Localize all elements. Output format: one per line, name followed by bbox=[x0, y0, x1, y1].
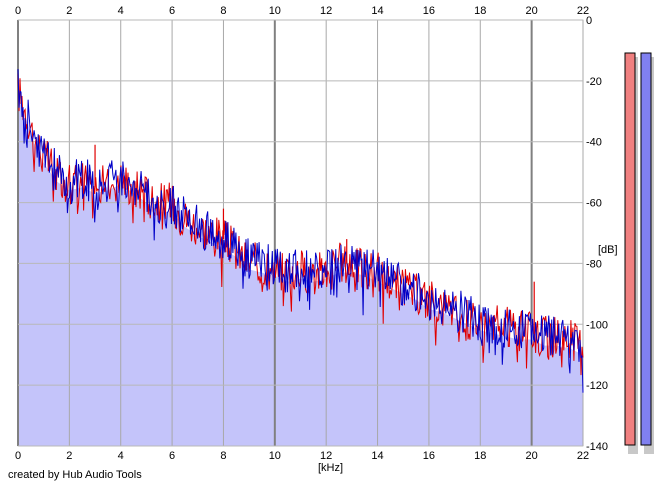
x-tick-label-bottom: 10 bbox=[269, 450, 281, 462]
x-tick-label-top: 20 bbox=[526, 5, 538, 17]
x-tick-label-bottom: 12 bbox=[320, 450, 332, 462]
y-tick-label: -140 bbox=[586, 441, 608, 453]
spectrum-fill-area bbox=[18, 96, 583, 446]
x-tick-label-bottom: 16 bbox=[423, 450, 435, 462]
x-tick-label-bottom: 0 bbox=[15, 450, 21, 462]
x-tick-label-bottom: 18 bbox=[474, 450, 486, 462]
y-tick-label: -100 bbox=[586, 319, 608, 331]
credit-text: created by Hub Audio Tools bbox=[8, 469, 142, 481]
x-tick-label-bottom: 14 bbox=[371, 450, 383, 462]
x-tick-label-bottom: 20 bbox=[526, 450, 538, 462]
x-tick-label-bottom: 4 bbox=[118, 450, 124, 462]
level-meter-left bbox=[624, 52, 636, 446]
x-tick-label-top: 18 bbox=[474, 5, 486, 17]
x-tick-label-bottom: 8 bbox=[220, 450, 226, 462]
y-tick-label: -60 bbox=[586, 198, 602, 210]
spectrum-fill bbox=[18, 96, 583, 446]
x-tick-label-bottom: 22 bbox=[577, 450, 589, 462]
x-tick-label-top: 2 bbox=[66, 5, 72, 17]
x-tick-label-top: 10 bbox=[269, 5, 281, 17]
x-tick-labels-top: 0 2 4 6 8 10 12 14 16 18 20 22 bbox=[15, 5, 589, 17]
x-tick-label-bottom: 6 bbox=[169, 450, 175, 462]
spectrum-series bbox=[17, 69, 584, 393]
x-tick-label-top: 14 bbox=[371, 5, 383, 17]
y-tick-label: 0 bbox=[586, 15, 592, 27]
level-meter-right bbox=[640, 52, 652, 446]
y-tick-label: -120 bbox=[586, 380, 608, 392]
x-axis-label: [kHz] bbox=[318, 462, 343, 474]
right-channel-line bbox=[17, 69, 584, 393]
x-tick-labels-bottom: 0 2 4 6 8 10 12 14 16 18 20 22 bbox=[15, 450, 589, 462]
y-axis-label: [dB] bbox=[598, 244, 618, 256]
x-tick-label-top: 6 bbox=[169, 5, 175, 17]
y-tick-labels: 0 -20 -40 -60 -80 -100 -120 -140 bbox=[586, 15, 608, 453]
y-tick-label: -20 bbox=[586, 76, 602, 88]
x-tick-label-top: 8 bbox=[220, 5, 226, 17]
x-tick-label-top: 12 bbox=[320, 5, 332, 17]
x-tick-label-top: 16 bbox=[423, 5, 435, 17]
x-tick-label-top: 4 bbox=[118, 5, 124, 17]
x-tick-label-top: 0 bbox=[15, 5, 21, 17]
x-tick-label-bottom: 2 bbox=[66, 450, 72, 462]
y-tick-label: -40 bbox=[586, 137, 602, 149]
y-tick-label: -80 bbox=[586, 258, 602, 270]
x-tick-label-top: 22 bbox=[577, 5, 589, 17]
level-meters bbox=[624, 52, 654, 454]
